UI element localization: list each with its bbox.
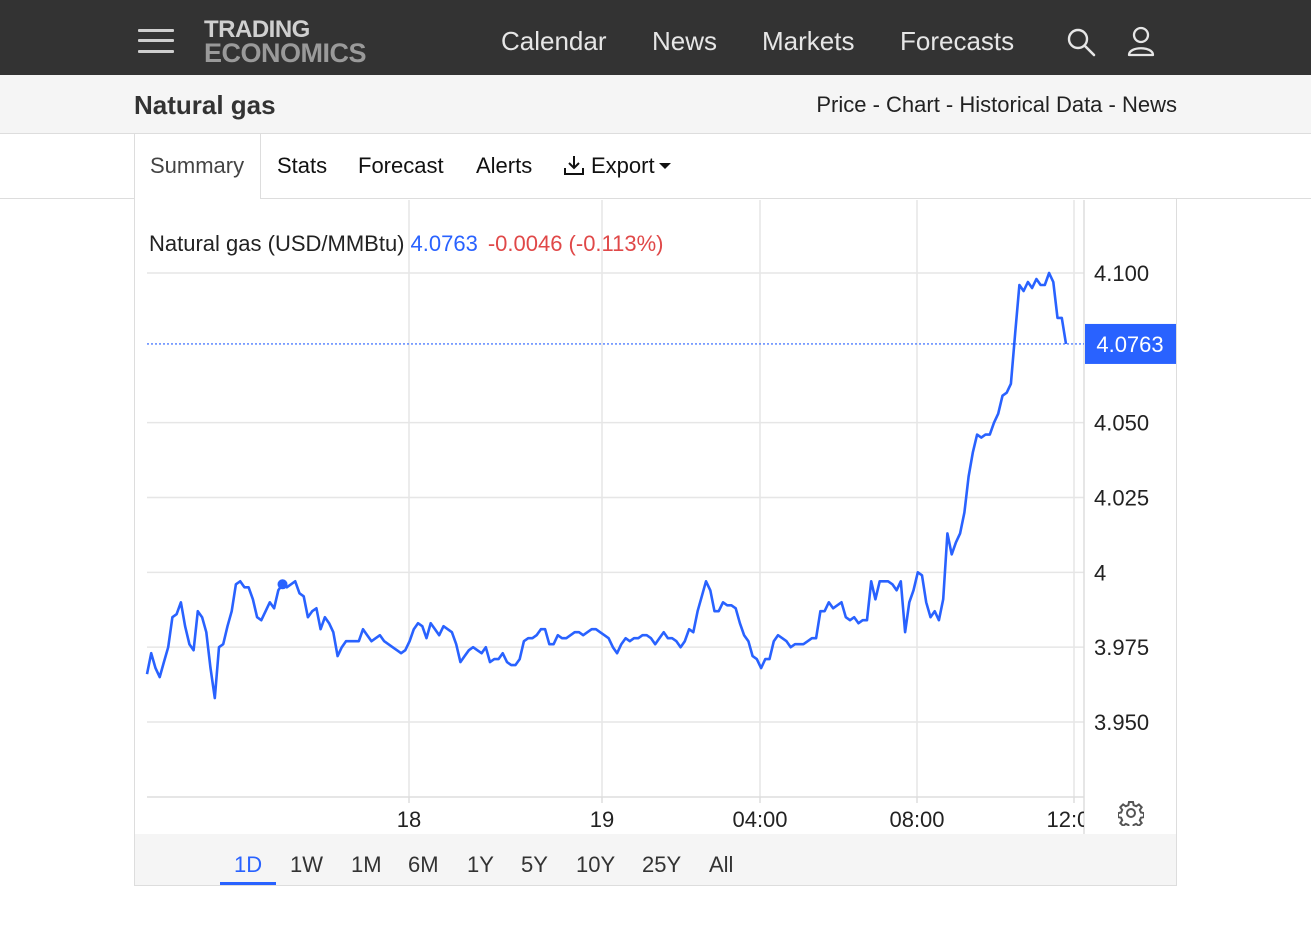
y-tick-label: 3.950	[1094, 710, 1149, 735]
last-price-label: 4.0763	[1096, 332, 1163, 357]
link-separator: -	[866, 92, 887, 117]
nav-forecasts[interactable]: Forecasts	[900, 26, 1015, 56]
nav-calendar[interactable]: Calendar	[501, 26, 607, 56]
nav-news[interactable]: News	[652, 26, 718, 56]
x-tick-label: 12:00	[1046, 807, 1101, 832]
link-chart[interactable]: Chart	[886, 92, 940, 117]
download-icon	[564, 156, 584, 175]
tab-stats[interactable]: Stats	[277, 153, 328, 178]
series-line	[145, 271, 1068, 700]
legend-change: -0.0046 (-0.113%)	[487, 231, 664, 256]
range-1m[interactable]: 1M	[351, 852, 382, 877]
y-tick-label: 4.025	[1094, 486, 1149, 511]
last-price-badge	[1085, 323, 1176, 364]
tab-forecast[interactable]: Forecast	[358, 153, 444, 178]
range-1d[interactable]: 1D	[234, 852, 263, 877]
x-tick-label: 19	[590, 807, 614, 832]
instrument-header: Natural gas Price - Chart - Historical D…	[0, 75, 1311, 134]
x-tick-label: 18	[397, 807, 421, 832]
range-1y[interactable]: 1Y	[467, 852, 494, 877]
logo[interactable]: TRADING ECONOMICS	[204, 16, 367, 68]
y-tick-label: 4.050	[1094, 411, 1149, 436]
export-button[interactable]: Export	[563, 153, 671, 179]
nav-markets[interactable]: Markets	[762, 26, 855, 56]
y-tick-label: 4.100	[1094, 261, 1149, 286]
series-marker	[277, 579, 288, 590]
link-historical-data[interactable]: Historical Data	[959, 92, 1103, 117]
chart-panel	[134, 198, 1177, 886]
range-selector	[135, 834, 1176, 885]
link-separator: -	[939, 92, 960, 117]
range-1w[interactable]: 1W	[290, 852, 323, 877]
range-all[interactable]: All	[709, 852, 734, 877]
tab-summary[interactable]: Summary	[134, 134, 261, 199]
search-icon[interactable]	[1066, 27, 1096, 57]
tabs-row: Summary Stats Forecast Alerts Export	[0, 134, 1311, 199]
x-tick-label: 04:00	[732, 807, 787, 832]
range-10y[interactable]: 10Y	[576, 852, 616, 877]
x-tick-labels: 18 19 04:00 08:00 12:00	[397, 807, 1101, 832]
logo-line2: ECONOMICS	[204, 38, 367, 68]
y-tick-label: 3.975	[1094, 635, 1149, 660]
active-range-indicator	[220, 882, 276, 885]
tab-alerts[interactable]: Alerts	[476, 153, 533, 178]
legend-price: 4.0763	[410, 231, 478, 256]
link-news[interactable]: News	[1121, 92, 1177, 117]
page-title: Natural gas	[134, 90, 276, 120]
link-price[interactable]: Price	[816, 92, 867, 117]
tab-summary-label: Summary	[150, 153, 245, 178]
y-tick-label: 4	[1094, 560, 1106, 585]
logo-line1: TRADING	[204, 16, 310, 43]
chevron-down-icon	[658, 163, 671, 169]
export-label: Export	[591, 153, 655, 178]
range-6m[interactable]: 6M	[408, 852, 439, 877]
gear-icon[interactable]	[1118, 800, 1144, 826]
breadcrumb-links: Price - Chart - Historical Data - News	[816, 92, 1177, 118]
top-navbar: TRADING ECONOMICS Calendar News Markets …	[0, 0, 1311, 75]
range-5y[interactable]: 5Y	[521, 852, 548, 877]
chart-legend: Natural gas (USD/MMBtu) 4.0763 -0.0046 (-0…	[149, 231, 664, 257]
x-tick-label: 08:00	[889, 807, 944, 832]
legend-series-name: Natural gas (USD/MMBtu)	[149, 231, 405, 256]
link-separator: -	[1102, 92, 1122, 117]
user-icon[interactable]	[1126, 26, 1156, 58]
range-25y[interactable]: 25Y	[642, 852, 682, 877]
hamburger-icon[interactable]	[138, 27, 174, 55]
